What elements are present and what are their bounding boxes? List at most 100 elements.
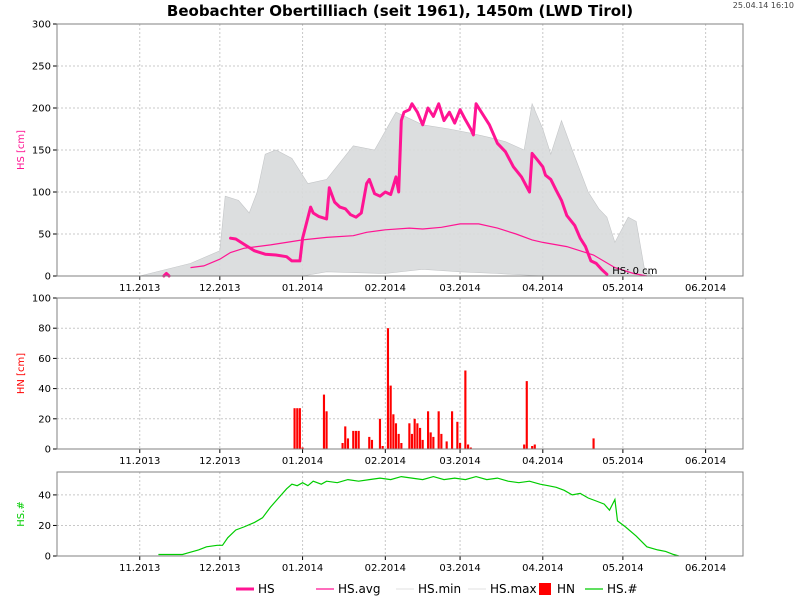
y-tick-label: 250: [32, 62, 51, 73]
hn-bar: [419, 427, 422, 449]
legend-label-hn: HN: [557, 582, 575, 596]
hn-bar: [346, 438, 350, 449]
hn-bar: [533, 444, 536, 449]
timestamp: 25.04.14 16:10: [732, 1, 794, 10]
x-tick-label: 12.2013: [199, 456, 240, 467]
hn-bar: [437, 411, 440, 450]
hn-bar: [525, 381, 528, 449]
hn-bar: [293, 408, 296, 449]
chart-title: Beobachter Obertilliach (seit 1961), 145…: [166, 2, 634, 20]
y-tick-label: 20: [38, 414, 51, 425]
x-tick-label: 11.2013: [119, 456, 160, 467]
hn-bar: [378, 418, 382, 449]
legend-label-hs-max: HS.max: [490, 582, 537, 596]
x-tick-label: 01.2014: [282, 283, 323, 294]
hn-bar: [325, 411, 328, 450]
hn-bar: [467, 444, 470, 449]
hn-bar: [427, 411, 430, 450]
x-tick-label: 03.2014: [439, 283, 480, 294]
hn-bar: [592, 438, 595, 449]
hn-bar: [440, 433, 443, 449]
hn-bar: [344, 426, 347, 449]
y-tick-label: 40: [38, 490, 51, 501]
hn-bar: [451, 411, 454, 450]
hn-bar: [523, 444, 526, 449]
legend-label-hs-min: HS.min: [418, 582, 461, 596]
y-tick-label: 0: [45, 272, 51, 283]
y-tick-label: 100: [32, 294, 51, 305]
y-axis-label: HS [cm]: [16, 130, 27, 170]
hn-bar: [445, 441, 448, 449]
hs-avg-line: [190, 223, 648, 277]
y-axis-label: HS.#: [16, 501, 27, 526]
y-tick-label: 200: [32, 104, 51, 115]
hn-bar: [357, 430, 360, 449]
hn-panel: 0 20 40 60 80 100 11.2013 12.2013 01.2014 02.2014…: [16, 294, 744, 467]
hn-bar: [381, 446, 384, 449]
hn-bar: [421, 439, 424, 449]
legend-label-hs: HS.#: [607, 582, 638, 596]
x-tick-label: 01.2014: [282, 456, 323, 467]
hn-bar: [469, 447, 472, 449]
count-panel: 0 20 40 11.2013 12.2013 01.2014 02.2014 03.2014…: [16, 471, 744, 574]
x-tick-label: 12.2013: [199, 563, 240, 574]
hn-bar: [432, 436, 435, 449]
x-tick-label: 11.2013: [119, 283, 160, 294]
hn-bar: [322, 394, 326, 449]
hn-bar: [368, 436, 371, 449]
x-tick-label: 03.2014: [439, 456, 480, 467]
plot-area: [57, 298, 743, 449]
x-tick-label: 04.2014: [522, 563, 563, 574]
x-tick-label: 11.2013: [119, 563, 160, 574]
hs-line: [229, 102, 609, 276]
hn-bar: [397, 433, 400, 449]
hn-bar: [301, 447, 304, 449]
x-tick-label: 04.2014: [522, 283, 563, 294]
legend-swatch-hn: [539, 583, 551, 595]
hn-bar: [408, 423, 411, 449]
hs-count-line: [158, 475, 680, 557]
y-tick-label: 50: [38, 230, 51, 241]
hn-bar: [531, 446, 534, 449]
y-tick-label: 150: [32, 146, 51, 157]
y-tick-label: 300: [32, 20, 51, 31]
x-tick-label: 05.2014: [602, 563, 643, 574]
plot-border: [56, 471, 744, 557]
plot-border: [56, 23, 744, 277]
hs-current-annotation: HS: 0 cm: [612, 266, 657, 277]
x-tick-label: 02.2014: [365, 283, 406, 294]
legend: HS HS.avg HS.min HS.max HN HS.#: [236, 582, 638, 596]
plot-border: [56, 297, 744, 450]
y-tick-label: 20: [38, 521, 51, 532]
x-tick-label: 02.2014: [365, 563, 406, 574]
x-tick-label: 05.2014: [602, 456, 643, 467]
x-tick-label: 02.2014: [365, 456, 406, 467]
x-tick-label: 04.2014: [522, 456, 563, 467]
x-tick-label: 03.2014: [439, 563, 480, 574]
y-axis-label: HN [cm]: [16, 353, 27, 394]
hn-bar: [394, 423, 398, 449]
x-tick-label: 12.2013: [199, 283, 240, 294]
y-tick-label: 0: [45, 445, 51, 456]
y-tick-label: 0: [45, 552, 51, 563]
hn-bar: [416, 423, 419, 449]
x-tick-label: 06.2014: [685, 563, 726, 574]
hn-bar: [410, 433, 414, 449]
legend-label-hs-avg: HS.avg: [338, 582, 381, 596]
hs-panel: 0 50 100 150 200 250 300 11.2013 12.2013 01.2014 0…: [16, 20, 744, 294]
hn-bar: [298, 408, 301, 449]
plot-area: [57, 472, 743, 556]
hn-bar: [456, 421, 459, 449]
x-tick-label: 01.2014: [282, 563, 323, 574]
hn-bar: [464, 370, 467, 449]
hn-bar: [354, 430, 358, 449]
y-tick-label: 80: [38, 324, 51, 335]
hn-bar: [389, 385, 392, 449]
y-tick-label: 60: [38, 354, 51, 365]
hn-bar: [296, 408, 299, 449]
x-tick-label: 06.2014: [685, 283, 726, 294]
legend-label-hs: HS: [258, 582, 275, 596]
hn-bar: [400, 443, 403, 449]
y-tick-label: 100: [32, 188, 51, 199]
